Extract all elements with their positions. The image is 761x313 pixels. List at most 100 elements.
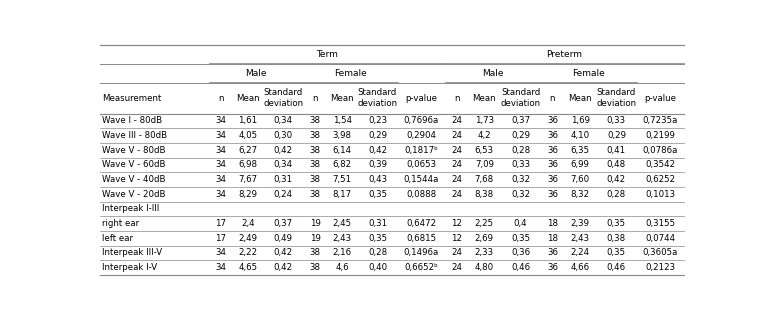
Text: 38: 38 <box>310 190 320 199</box>
Text: 0,28: 0,28 <box>511 146 530 155</box>
Text: 0,33: 0,33 <box>511 161 530 169</box>
Text: 24: 24 <box>451 161 462 169</box>
Text: 12: 12 <box>451 234 462 243</box>
Text: Wave V - 60dB: Wave V - 60dB <box>102 161 166 169</box>
Text: 0,0653: 0,0653 <box>406 161 436 169</box>
Text: 38: 38 <box>310 161 320 169</box>
Text: Wave V - 40dB: Wave V - 40dB <box>102 175 166 184</box>
Text: 6,14: 6,14 <box>333 146 352 155</box>
Text: 0,6652ᵇ: 0,6652ᵇ <box>404 263 438 272</box>
Text: 0,1013: 0,1013 <box>645 190 675 199</box>
Text: 0,0786a: 0,0786a <box>642 146 678 155</box>
Text: 0,32: 0,32 <box>511 190 530 199</box>
Text: 36: 36 <box>547 175 558 184</box>
Text: Mean: Mean <box>568 94 592 103</box>
Text: 18: 18 <box>547 234 558 243</box>
Text: left ear: left ear <box>102 234 133 243</box>
Text: 0,28: 0,28 <box>607 190 626 199</box>
Text: 0,2123: 0,2123 <box>645 263 675 272</box>
Text: 0,46: 0,46 <box>607 263 626 272</box>
Text: right ear: right ear <box>102 219 139 228</box>
Text: 2,22: 2,22 <box>238 249 257 258</box>
Text: 0,1544a: 0,1544a <box>403 175 439 184</box>
Text: 38: 38 <box>310 249 320 258</box>
Text: 0,6815: 0,6815 <box>406 234 436 243</box>
Text: 17: 17 <box>215 234 227 243</box>
Text: 0,36: 0,36 <box>511 249 530 258</box>
Text: 0,35: 0,35 <box>607 219 626 228</box>
Text: 1,54: 1,54 <box>333 116 352 126</box>
Text: 12: 12 <box>451 219 462 228</box>
Text: 24: 24 <box>451 249 462 258</box>
Text: 7,09: 7,09 <box>475 161 494 169</box>
Text: 0,35: 0,35 <box>511 234 530 243</box>
Text: n: n <box>549 94 556 103</box>
Text: 24: 24 <box>451 131 462 140</box>
Text: 4,2: 4,2 <box>477 131 491 140</box>
Text: Standard
deviation: Standard deviation <box>263 88 304 108</box>
Text: 6,27: 6,27 <box>238 146 257 155</box>
Text: 0,35: 0,35 <box>368 234 387 243</box>
Text: 8,29: 8,29 <box>238 190 257 199</box>
Text: 34: 34 <box>215 249 227 258</box>
Text: 1,61: 1,61 <box>238 116 257 126</box>
Text: 0,46: 0,46 <box>511 263 530 272</box>
Text: 38: 38 <box>310 175 320 184</box>
Text: 2,24: 2,24 <box>571 249 590 258</box>
Text: 2,39: 2,39 <box>571 219 590 228</box>
Text: 4,66: 4,66 <box>571 263 590 272</box>
Text: 8,17: 8,17 <box>333 190 352 199</box>
Text: 36: 36 <box>547 116 558 126</box>
Text: 2,69: 2,69 <box>475 234 494 243</box>
Text: 0,37: 0,37 <box>274 219 293 228</box>
Text: 38: 38 <box>310 116 320 126</box>
Text: 6,53: 6,53 <box>475 146 494 155</box>
Text: 0,34: 0,34 <box>274 161 293 169</box>
Text: Wave III - 80dB: Wave III - 80dB <box>102 131 167 140</box>
Text: 36: 36 <box>547 263 558 272</box>
Text: 6,98: 6,98 <box>238 161 257 169</box>
Text: 0,1496a: 0,1496a <box>403 249 439 258</box>
Text: 34: 34 <box>215 161 227 169</box>
Text: 24: 24 <box>451 190 462 199</box>
Text: 2,25: 2,25 <box>475 219 494 228</box>
Text: Interpeak III-V: Interpeak III-V <box>102 249 162 258</box>
Text: 0,7696a: 0,7696a <box>403 116 439 126</box>
Text: Wave V - 20dB: Wave V - 20dB <box>102 190 166 199</box>
Text: 0,0888: 0,0888 <box>406 190 436 199</box>
Text: 36: 36 <box>547 190 558 199</box>
Text: Interpeak I-III: Interpeak I-III <box>102 204 160 213</box>
Text: 24: 24 <box>451 146 462 155</box>
Text: 0,33: 0,33 <box>607 116 626 126</box>
Text: Female: Female <box>572 69 605 78</box>
Text: 0,34: 0,34 <box>274 116 293 126</box>
Text: 0,29: 0,29 <box>607 131 626 140</box>
Text: 0,39: 0,39 <box>368 161 387 169</box>
Text: 1,69: 1,69 <box>571 116 590 126</box>
Text: 0,4: 0,4 <box>514 219 527 228</box>
Text: 2,43: 2,43 <box>571 234 590 243</box>
Text: 34: 34 <box>215 175 227 184</box>
Text: 0,29: 0,29 <box>368 131 387 140</box>
Text: 4,10: 4,10 <box>571 131 590 140</box>
Text: 0,7235a: 0,7235a <box>642 116 678 126</box>
Text: 34: 34 <box>215 190 227 199</box>
Text: 36: 36 <box>547 161 558 169</box>
Text: 0,2904: 0,2904 <box>406 131 436 140</box>
Text: 2,16: 2,16 <box>333 249 352 258</box>
Text: 38: 38 <box>310 263 320 272</box>
Text: 3,98: 3,98 <box>333 131 352 140</box>
Text: 0,49: 0,49 <box>274 234 293 243</box>
Text: Preterm: Preterm <box>546 50 582 59</box>
Text: 0,42: 0,42 <box>274 146 293 155</box>
Text: p-value: p-value <box>644 94 677 103</box>
Text: 36: 36 <box>547 131 558 140</box>
Text: 0,30: 0,30 <box>274 131 293 140</box>
Text: 17: 17 <box>215 219 227 228</box>
Text: 0,2199: 0,2199 <box>645 131 675 140</box>
Text: 6,35: 6,35 <box>571 146 590 155</box>
Text: 4,05: 4,05 <box>238 131 257 140</box>
Text: 19: 19 <box>310 234 320 243</box>
Text: 0,3155: 0,3155 <box>645 219 675 228</box>
Text: 36: 36 <box>547 249 558 258</box>
